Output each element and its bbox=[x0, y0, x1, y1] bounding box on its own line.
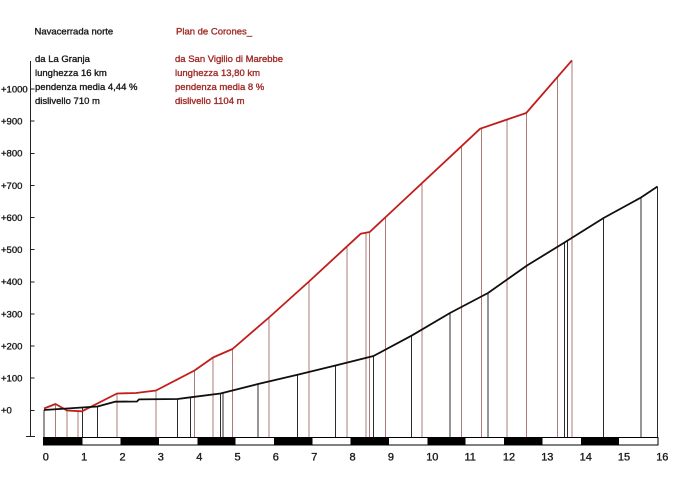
svg-text:9: 9 bbox=[388, 451, 394, 463]
svg-text:da La Granja: da La Granja bbox=[35, 54, 91, 65]
svg-text:7: 7 bbox=[311, 451, 317, 463]
svg-text:13: 13 bbox=[541, 451, 553, 463]
svg-text:+800: +800 bbox=[1, 149, 22, 160]
svg-text:pendenza media 8 %: pendenza media 8 % bbox=[175, 82, 265, 93]
svg-text:Plan de Corones_: Plan de Corones_ bbox=[176, 27, 253, 38]
svg-text:lunghezza 13,80 km: lunghezza 13,80 km bbox=[175, 68, 260, 79]
svg-text:14: 14 bbox=[580, 451, 592, 463]
svg-text:dislivello 1104 m: dislivello 1104 m bbox=[175, 96, 245, 107]
svg-text:+600: +600 bbox=[1, 213, 22, 224]
svg-text:6: 6 bbox=[273, 451, 279, 463]
svg-text:0: 0 bbox=[43, 451, 49, 463]
svg-text:+100: +100 bbox=[1, 374, 22, 385]
svg-text:5: 5 bbox=[235, 451, 241, 463]
svg-text:+700: +700 bbox=[1, 181, 22, 192]
svg-text:11: 11 bbox=[465, 451, 476, 463]
svg-text:16: 16 bbox=[656, 451, 668, 463]
svg-text:Navacerrada norte: Navacerrada norte bbox=[35, 27, 114, 38]
svg-text:2: 2 bbox=[120, 451, 126, 463]
svg-text:+300: +300 bbox=[1, 309, 22, 320]
svg-text:15: 15 bbox=[618, 451, 630, 463]
svg-text:+500: +500 bbox=[1, 245, 22, 256]
svg-text:+900: +900 bbox=[1, 117, 22, 128]
svg-text:10: 10 bbox=[426, 451, 438, 463]
svg-text:12: 12 bbox=[503, 451, 515, 463]
svg-text:pendenza media 4,44 %: pendenza media 4,44 % bbox=[35, 82, 138, 93]
svg-text:+400: +400 bbox=[1, 277, 22, 288]
svg-text:+0: +0 bbox=[1, 406, 12, 417]
svg-text:+1000: +1000 bbox=[1, 84, 28, 95]
svg-text:+200: +200 bbox=[1, 341, 22, 352]
svg-text:dislivello 710 m: dislivello 710 m bbox=[35, 96, 100, 107]
svg-text:1: 1 bbox=[81, 451, 87, 463]
svg-text:4: 4 bbox=[196, 451, 202, 463]
svg-text:da San Vigilio di Marebbe: da San Vigilio di Marebbe bbox=[175, 54, 283, 65]
svg-text:3: 3 bbox=[158, 451, 164, 463]
svg-text:lunghezza 16 km: lunghezza 16 km bbox=[35, 68, 107, 79]
svg-text:8: 8 bbox=[350, 451, 356, 463]
